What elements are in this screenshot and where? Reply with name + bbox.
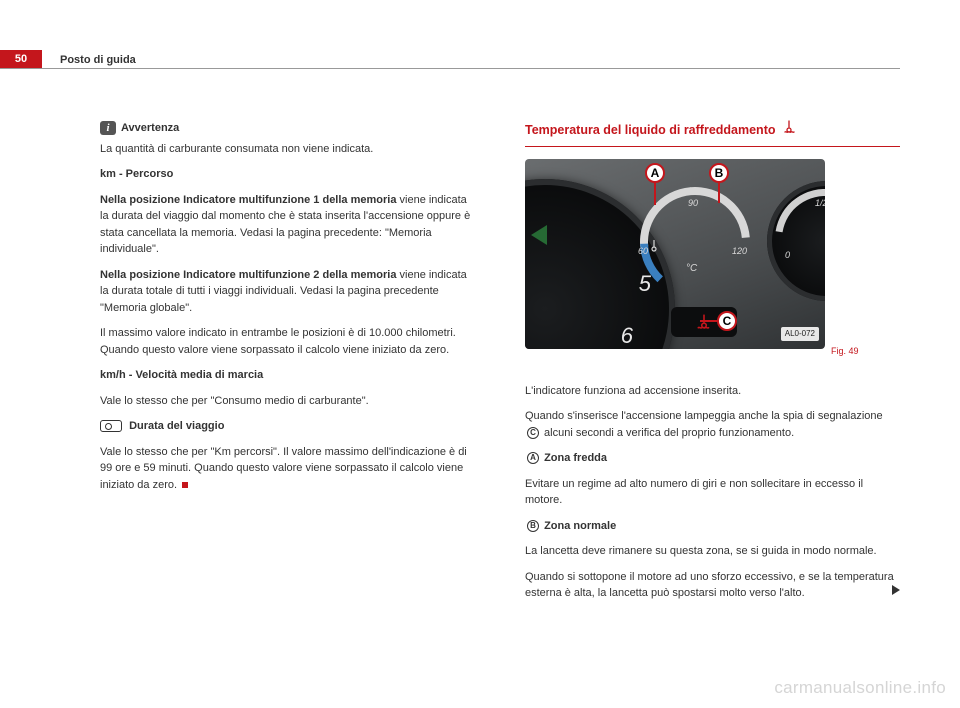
section-title: Posto di guida <box>60 54 136 68</box>
image-code: AL0-072 <box>781 327 819 341</box>
tick-60: 60 <box>638 245 648 259</box>
end-of-topic-icon <box>182 482 188 488</box>
callout-c-line <box>700 320 718 322</box>
inline-callout-c: C <box>527 427 539 439</box>
zona-fredda-p: Evitare un regime ad alto numero di giri… <box>525 476 900 509</box>
temp-unit: °C <box>686 261 697 276</box>
gauge-panel: 5 6 60 90 120 °C 0 <box>525 159 825 349</box>
zona-normale-text: Zona normale <box>544 520 616 532</box>
tick-120: 120 <box>732 245 747 259</box>
turn-signal-icon <box>531 225 547 245</box>
callout-a-line <box>654 183 656 205</box>
callout-a: A <box>645 163 665 183</box>
avvertenza-label: Avvertenza <box>121 120 179 137</box>
info-icon: i <box>100 121 116 135</box>
km-p2-bold: Nella posizione Indicatore multifunzione… <box>100 269 396 281</box>
thermometer-icon <box>648 239 660 253</box>
durata-heading: Durata del viaggio <box>100 418 475 435</box>
left-column: i Avvertenza La quantità di carburante c… <box>100 120 475 611</box>
clock-icon <box>100 420 122 432</box>
coolant-temp-title-text: Temperatura del liquido di raffreddament… <box>525 121 776 140</box>
avvertenza-text: La quantità di carburante consumata non … <box>100 141 475 158</box>
avvertenza-heading: i Avvertenza <box>100 120 475 137</box>
right-p2a: Quando s'inserisce l'accensione lampeggi… <box>525 410 883 422</box>
fuel-half: 1/2 <box>815 197 825 211</box>
right-column: Temperatura del liquido di raffreddament… <box>525 120 900 611</box>
inline-callout-b: B <box>527 520 539 532</box>
callout-b: B <box>709 163 729 183</box>
km-p3: Il massimo valore indicato in entrambe l… <box>100 325 475 358</box>
km-p2: Nella posizione Indicatore multifunzione… <box>100 267 475 317</box>
lamp-temperature-icon <box>696 314 712 330</box>
tick-90: 90 <box>688 197 698 211</box>
content-columns: i Avvertenza La quantità di carburante c… <box>100 120 900 611</box>
fuel-0: 0 <box>785 249 790 263</box>
callout-c: C <box>717 311 737 331</box>
temperature-gauge: 60 90 120 °C <box>630 177 760 277</box>
tach-6: 6 <box>621 319 633 349</box>
temperature-icon <box>782 120 796 140</box>
zona-fredda-text: Zona fredda <box>544 452 607 464</box>
watermark: carmanualsonline.info <box>774 678 946 698</box>
callout-b-line <box>718 183 720 203</box>
zona-normale-p2: Quando si sottopone il motore ad uno sfo… <box>525 569 900 602</box>
zona-normale-p1: La lancetta deve rimanere su questa zona… <box>525 543 900 560</box>
inline-callout-a: A <box>527 452 539 464</box>
fuel-arc <box>755 169 825 309</box>
kmh-heading: km/h - Velocità media di marcia <box>100 367 475 384</box>
km-heading: km - Percorso <box>100 166 475 183</box>
durata-p-text: Vale lo stesso che per "Km percorsi". Il… <box>100 446 467 491</box>
fuel-gauge: 0 1/2 1 <box>767 181 825 301</box>
durata-p: Vale lo stesso che per "Km percorsi". Il… <box>100 444 475 494</box>
durata-heading-text: Durata del viaggio <box>129 420 224 432</box>
manual-page: 50 Posto di guida i Avvertenza La quanti… <box>0 0 960 708</box>
continue-arrow-icon <box>892 585 900 595</box>
right-p1: L'indicatore funziona ad accensione inse… <box>525 383 900 400</box>
page-number: 50 <box>0 50 42 68</box>
kmh-p: Vale lo stesso che per "Consumo medio di… <box>100 393 475 410</box>
right-p2b: alcuni secondi a verifica del proprio fu… <box>541 427 794 439</box>
coolant-gauge-figure: 5 6 60 90 120 °C 0 <box>525 159 865 369</box>
figure-caption: Fig. 49 <box>831 345 859 359</box>
km-p1: Nella posizione Indicatore multifunzione… <box>100 192 475 258</box>
zona-fredda-heading: A Zona fredda <box>525 450 900 467</box>
right-p2: Quando s'inserisce l'accensione lampeggi… <box>525 408 900 441</box>
red-divider <box>525 146 900 147</box>
coolant-temp-title: Temperatura del liquido di raffreddament… <box>525 120 900 140</box>
page-header: 50 Posto di guida <box>0 50 900 69</box>
zona-normale-heading: B Zona normale <box>525 518 900 535</box>
km-p1-bold: Nella posizione Indicatore multifunzione… <box>100 194 396 206</box>
zona-normale-p2-text: Quando si sottopone il motore ad uno sfo… <box>525 571 894 600</box>
